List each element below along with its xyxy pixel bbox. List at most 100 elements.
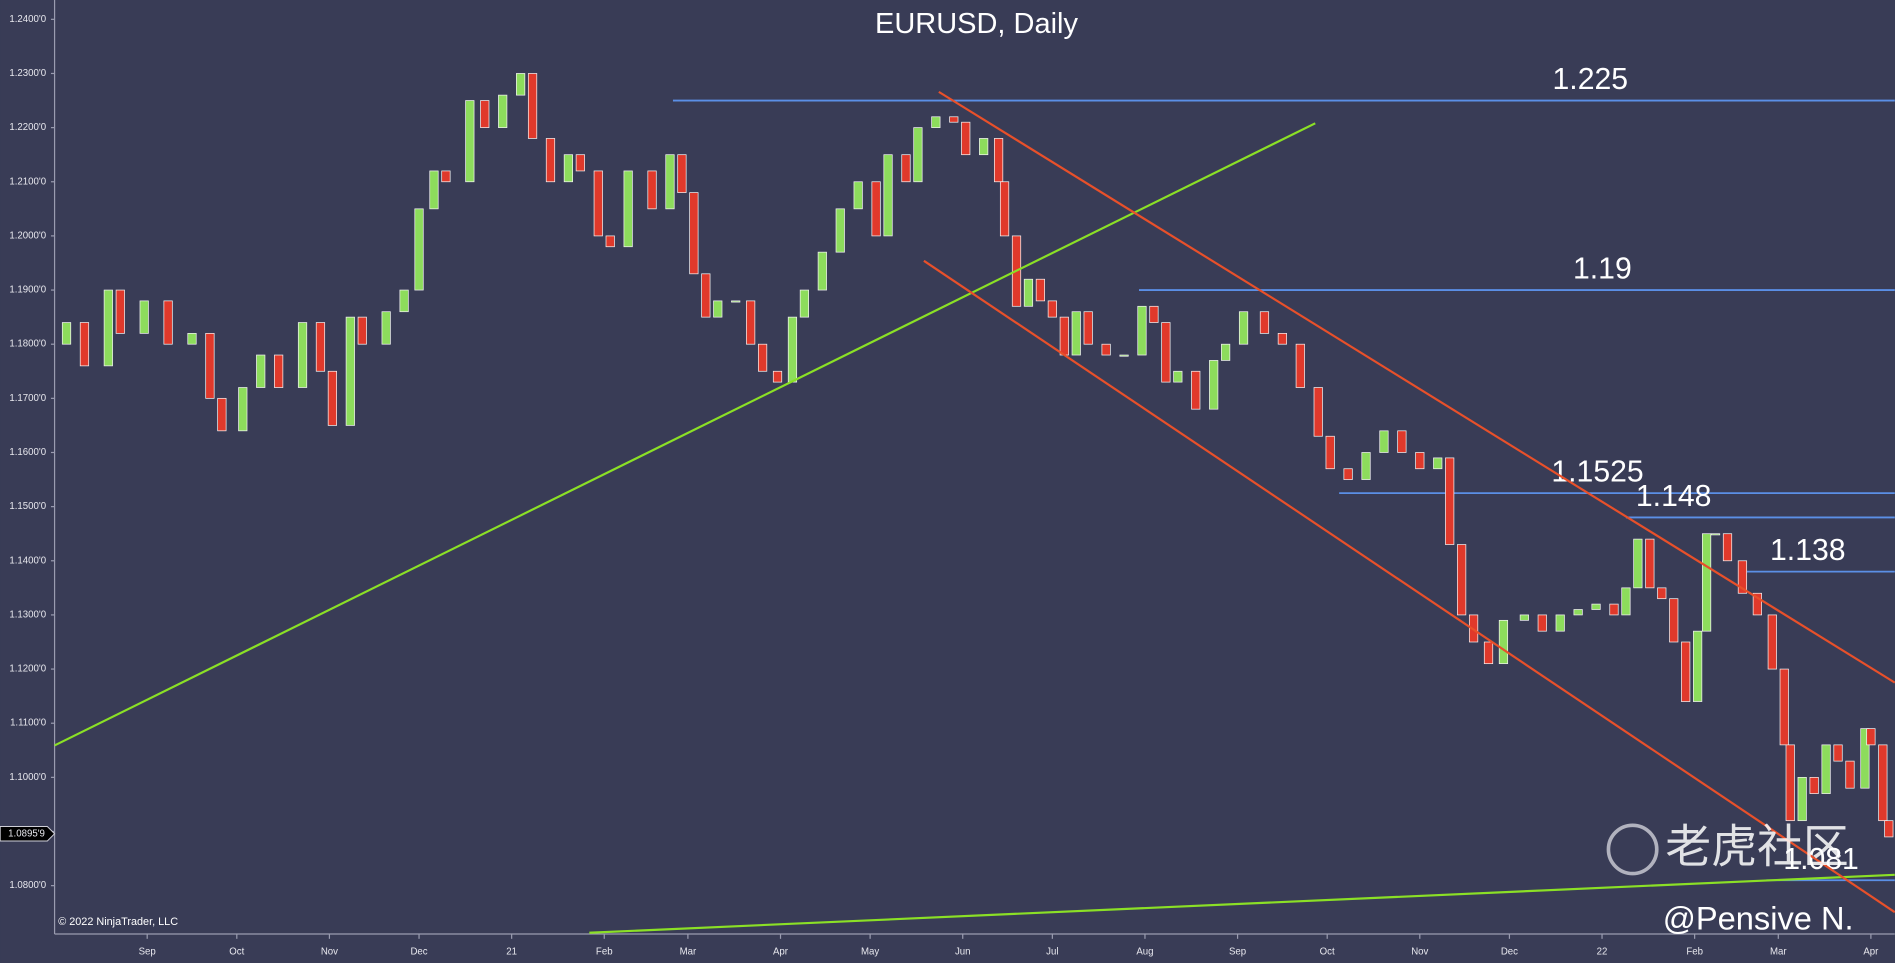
candle-body	[605, 235, 615, 248]
y-tick-label: 1.2000'0	[9, 230, 46, 241]
x-tick-label: 22	[1597, 947, 1608, 958]
y-tick-label: 1.1000'0	[9, 772, 46, 783]
candle-body	[545, 138, 556, 183]
candle-body	[1313, 387, 1323, 437]
candle-body	[1860, 728, 1870, 789]
x-tick-label: Feb	[596, 947, 613, 958]
level-label: 1.148	[1636, 480, 1712, 513]
candle-body	[689, 192, 699, 275]
candle-body	[205, 333, 215, 399]
candle-body	[713, 300, 723, 318]
trendline	[938, 90, 1895, 684]
candle-body	[187, 333, 197, 345]
candle-body	[498, 94, 508, 128]
candle-body	[1035, 278, 1045, 302]
candle-body	[787, 316, 798, 383]
candle-body	[1621, 587, 1631, 616]
candle-body	[1573, 609, 1583, 616]
y-tick-label: 1.1600'0	[9, 447, 46, 458]
candle-body	[1609, 603, 1619, 616]
candle-body	[1669, 598, 1679, 643]
candle-body	[357, 316, 367, 345]
candle-body	[1149, 305, 1159, 323]
watermark-logo	[1606, 823, 1659, 876]
candle-body	[1878, 744, 1888, 822]
candle-body	[1866, 728, 1876, 746]
candle-body	[1645, 538, 1655, 589]
current-price-box	[0, 825, 56, 842]
candle-body	[931, 116, 941, 128]
candle-body	[274, 354, 284, 388]
candle-body	[757, 343, 768, 372]
trendline	[923, 259, 1895, 914]
candle-body	[79, 322, 90, 367]
candle-body	[1701, 533, 1712, 632]
y-tick-label: 1.1300'0	[9, 609, 46, 620]
x-tick-label: Nov	[321, 947, 338, 958]
x-tick-label: Oct	[229, 947, 244, 958]
candle-body	[1379, 430, 1389, 453]
candle-body	[913, 127, 923, 183]
level-label: 1.19	[1573, 253, 1632, 286]
candle-body	[399, 289, 409, 313]
candle-body	[817, 251, 827, 291]
candle-body	[103, 289, 113, 367]
candle-body	[1101, 343, 1111, 356]
candle-body	[527, 73, 538, 139]
y-tick-label: 1.1400'0	[9, 555, 46, 566]
candle-body	[1537, 614, 1547, 632]
y-tick-label: 1.1700'0	[9, 393, 46, 404]
candle-body	[1259, 311, 1270, 334]
candle-body	[593, 170, 603, 237]
candle-body	[1457, 544, 1467, 616]
candle-body	[217, 397, 227, 432]
candle-body	[414, 208, 424, 291]
candle-body	[901, 154, 911, 183]
candle-body	[1884, 820, 1894, 838]
candle-body	[979, 138, 989, 156]
chart-title: EURUSD, Daily	[875, 8, 1078, 40]
x-tick-label: Jun	[955, 947, 971, 958]
candle-body	[575, 154, 585, 172]
candle-body	[1161, 322, 1171, 383]
candle-body	[480, 100, 490, 128]
candle-body	[1415, 452, 1425, 470]
x-tick-label: Dec	[410, 947, 427, 958]
candle-body	[1681, 641, 1691, 702]
candle-body	[1071, 311, 1081, 356]
x-tick-label: Mar	[1770, 947, 1787, 958]
candle-body	[799, 289, 809, 318]
candle-body	[297, 322, 308, 388]
candle-body	[1722, 533, 1733, 562]
candle-body	[1845, 760, 1855, 789]
candle-body	[999, 181, 1010, 237]
watermark: 老虎社区	[1665, 821, 1849, 873]
x-tick-label: Apr	[1863, 947, 1879, 958]
candle-body	[701, 273, 711, 318]
x-tick-label: Apr	[773, 947, 789, 958]
candle-body	[1445, 457, 1455, 545]
candle-body	[731, 300, 741, 303]
candle-body	[1238, 311, 1249, 345]
candle-body	[677, 154, 687, 193]
x-tick-label: May	[861, 947, 879, 958]
candle-body	[623, 170, 633, 248]
candle-body	[1693, 630, 1703, 702]
candle-body	[1023, 278, 1034, 307]
candle-body	[1767, 614, 1777, 670]
y-tick-label: 1.1800'0	[9, 339, 46, 350]
x-tick-label: Mar	[680, 947, 697, 958]
candle-body	[1785, 744, 1795, 822]
candle-body	[1173, 370, 1183, 383]
author: @Pensive N.	[1663, 899, 1854, 936]
trendline	[54, 122, 1316, 747]
y-tick-label: 1.2300'0	[9, 68, 46, 79]
candle-body	[1191, 370, 1201, 410]
y-tick-label: 1.1100'0	[10, 718, 46, 729]
candle-body	[1277, 333, 1287, 345]
level-label: 1.138	[1770, 534, 1846, 567]
candle-body	[883, 154, 893, 237]
level-label: 1.1525	[1551, 456, 1643, 489]
candle-body	[665, 154, 675, 210]
x-tick-label: Aug	[1136, 947, 1153, 958]
